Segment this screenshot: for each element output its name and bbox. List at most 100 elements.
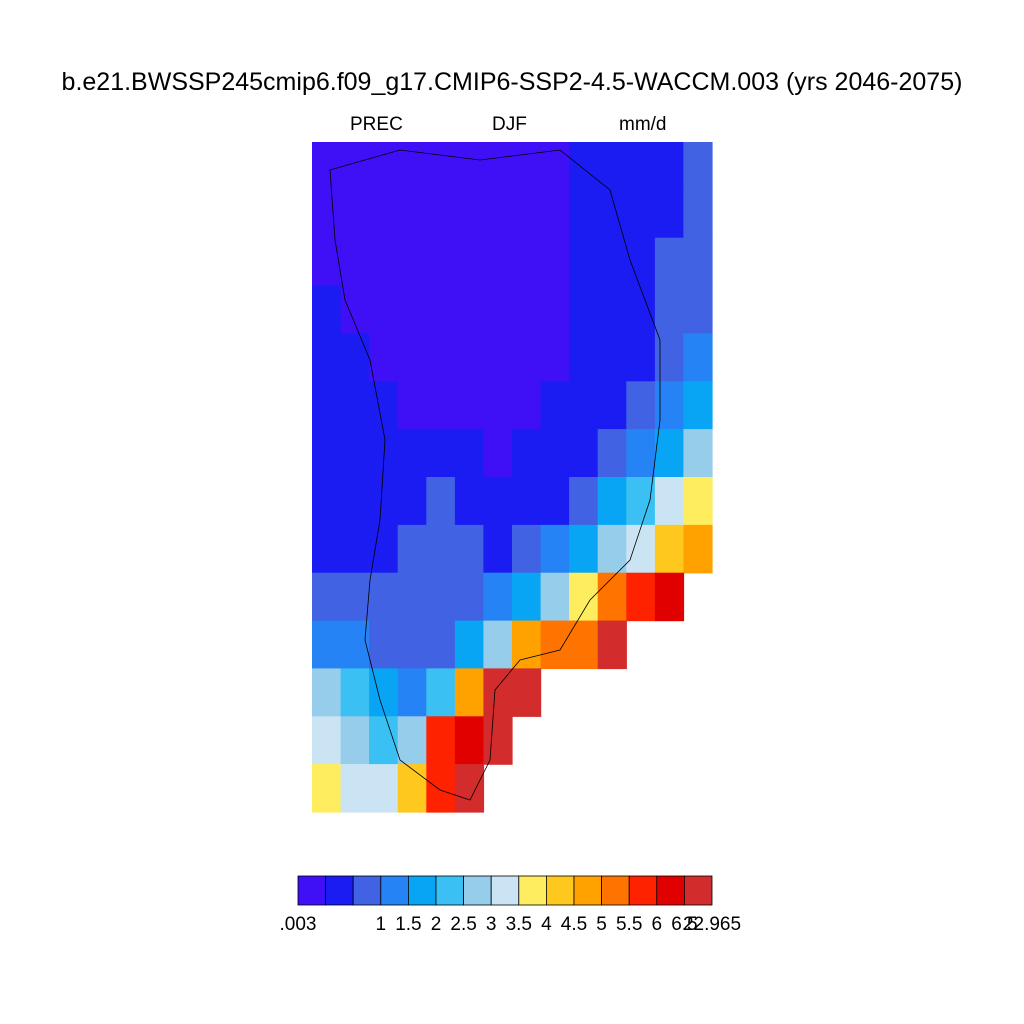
colorbar-swatch — [601, 875, 630, 906]
colorbar-swatch — [352, 875, 382, 906]
precip-cell — [540, 285, 570, 335]
colorbar-tick-label: 3 — [486, 914, 497, 935]
colorbar-tick-label: 1.5 — [395, 914, 421, 935]
precip-cell — [569, 620, 599, 670]
precip-cell — [340, 764, 370, 813]
precip-cell — [397, 620, 427, 670]
precip-cell — [426, 285, 456, 335]
chart-title: b.e21.BWSSP245cmip6.f09_g17.CMIP6-SSP2-4… — [61, 68, 963, 96]
precip-cell — [369, 572, 399, 622]
precip-cell — [540, 381, 570, 430]
colorbar-tick-label: 3.5 — [506, 914, 532, 935]
precip-cell — [397, 429, 427, 478]
colorbar-swatch — [463, 875, 492, 906]
precip-cell — [597, 237, 627, 287]
precip-cell — [512, 237, 542, 287]
colorbar-tick-label: 5 — [596, 914, 607, 935]
precip-cell — [454, 620, 485, 670]
precip-cell — [340, 142, 370, 191]
precip-cell — [483, 524, 513, 574]
precip-cell — [340, 237, 370, 287]
precip-cell — [512, 142, 542, 191]
colorbar-swatch — [628, 875, 658, 906]
precip-cell — [454, 285, 485, 335]
precip-cell — [540, 189, 570, 239]
precip-cell — [569, 285, 599, 335]
precip-cell — [512, 668, 542, 717]
precip-cell — [340, 429, 370, 478]
precip-cell — [683, 237, 713, 287]
precip-cell — [426, 524, 456, 574]
precip-cell — [483, 237, 513, 287]
precip-cell — [483, 142, 513, 191]
precip-cell — [397, 572, 427, 622]
colorbar-swatch — [297, 875, 327, 906]
precip-cell — [569, 429, 599, 478]
precip-cell — [369, 620, 399, 670]
colorbar-swatch — [325, 875, 354, 906]
colorbar-swatch — [380, 875, 409, 906]
colorbar-tick-label: 5.5 — [616, 914, 642, 935]
precip-cell — [483, 429, 513, 478]
precip-cell — [483, 333, 513, 382]
precip-cell — [454, 189, 485, 239]
precip-cell — [369, 285, 399, 335]
precip-cell — [654, 524, 685, 574]
precip-cell — [312, 668, 342, 717]
colorbar-swatch — [656, 875, 685, 906]
precip-cell — [426, 764, 456, 813]
precip-cell — [397, 668, 427, 717]
precip-cell — [483, 668, 513, 717]
precip-cell — [397, 285, 427, 335]
precip-cell — [540, 333, 570, 382]
precip-cell — [626, 285, 656, 335]
colorbar-swatch — [518, 875, 547, 906]
precip-cell — [369, 764, 399, 813]
precip-cell — [512, 189, 542, 239]
precip-cell — [426, 333, 456, 382]
precip-cell — [626, 524, 656, 574]
precip-cell — [340, 333, 370, 382]
variable-label: PREC — [350, 114, 403, 135]
precip-cell — [340, 189, 370, 239]
precip-cell — [426, 429, 456, 478]
precip-cell — [426, 381, 456, 430]
precip-cell — [683, 142, 713, 191]
precip-cell — [340, 381, 370, 430]
precip-cell — [312, 285, 342, 335]
precip-cell — [569, 189, 599, 239]
precip-cell — [626, 333, 656, 382]
precip-cell — [626, 381, 656, 430]
precip-cell — [312, 381, 342, 430]
precip-cell — [312, 429, 342, 478]
units-label: mm/d — [619, 114, 667, 135]
precip-cell — [597, 429, 627, 478]
precip-cell — [626, 477, 656, 526]
precip-cell — [340, 524, 370, 574]
precip-cell — [569, 381, 599, 430]
precip-cell — [312, 764, 342, 813]
precip-cell — [454, 381, 485, 430]
colorbar-tick-label: .003 — [280, 914, 317, 935]
precip-cell — [483, 381, 513, 430]
precip-cell — [597, 381, 627, 430]
colorbar-tick-label: 6.5 — [671, 914, 697, 935]
precip-cell — [626, 572, 656, 622]
precip-cell — [369, 333, 399, 382]
precip-cell — [512, 381, 542, 430]
precip-cell — [626, 237, 656, 287]
colorbar-swatch — [407, 875, 437, 906]
precip-cell — [540, 477, 570, 526]
precip-cell — [597, 333, 627, 382]
precip-cell — [569, 333, 599, 382]
precip-cell — [369, 142, 399, 191]
precip-cell — [312, 333, 342, 382]
precip-cell — [454, 333, 485, 382]
precip-cell — [454, 572, 485, 622]
colorbar-tick-label: 4 — [541, 914, 552, 935]
precip-cell — [454, 142, 485, 191]
coastline — [329, 149, 661, 801]
precip-cell — [597, 572, 627, 622]
